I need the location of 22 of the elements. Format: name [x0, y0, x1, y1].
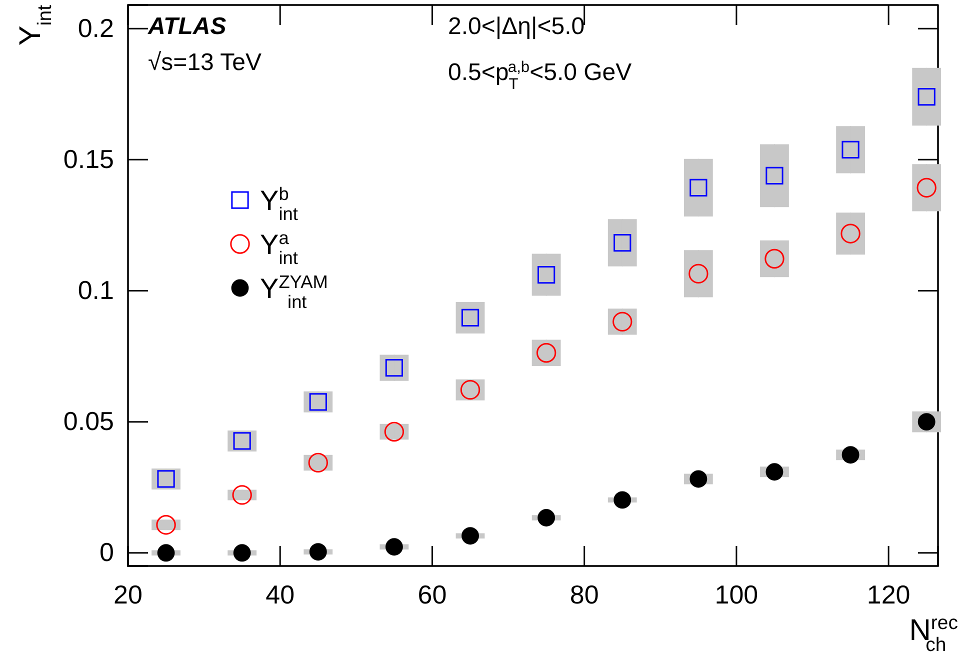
y-tick-label: 0.2 — [78, 12, 114, 43]
point — [462, 527, 479, 545]
point — [385, 538, 403, 556]
y-tick-label: 0 — [100, 537, 114, 568]
x-tick-label: 100 — [714, 579, 758, 610]
point — [233, 544, 251, 562]
annotation: √s=13 TeV — [148, 49, 262, 76]
x-tick-label: 40 — [266, 579, 295, 610]
x-tick-label: 60 — [418, 579, 447, 610]
x-tick-label: 80 — [570, 579, 599, 610]
annotation: 0.5<p$_{T}$$^{a,b}$<5.0 GeV — [448, 58, 632, 92]
x-tick-label: 20 — [114, 579, 142, 610]
y-tick-label: 0.1 — [78, 275, 114, 306]
y-tick-label: 0.05 — [63, 406, 114, 436]
annotation: 2.0<|Δη|<5.0 — [448, 13, 585, 40]
point — [538, 509, 556, 526]
point — [157, 544, 175, 562]
point — [309, 543, 327, 561]
annotation: ATLAS — [147, 13, 226, 40]
y-tick-label: 0.15 — [63, 144, 114, 174]
x-tick-label: 120 — [866, 579, 910, 610]
point — [614, 491, 632, 509]
